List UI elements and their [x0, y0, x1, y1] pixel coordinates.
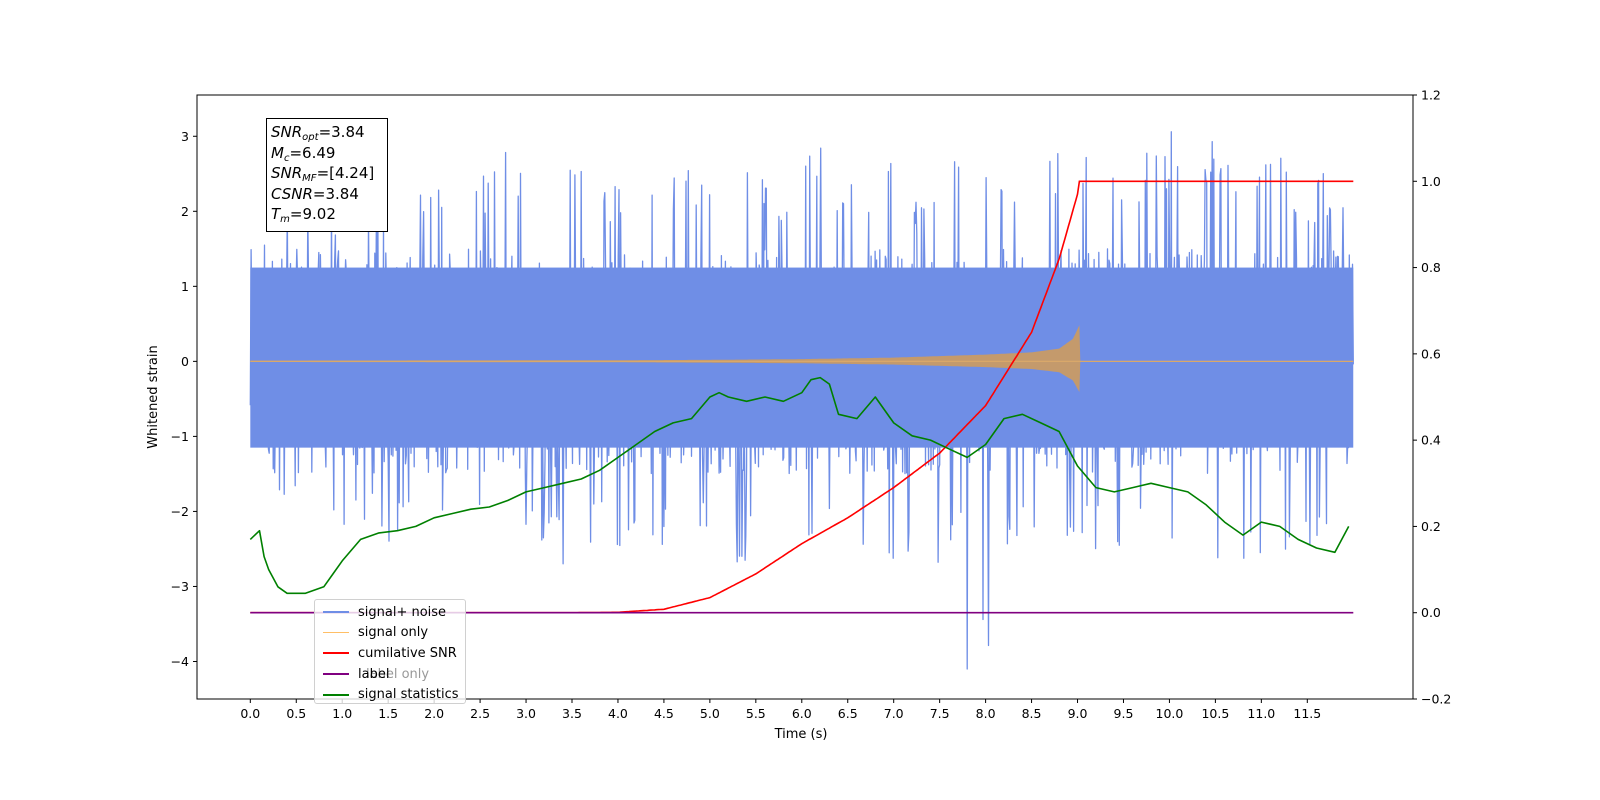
info-mc: Mc=6.49 [271, 143, 336, 164]
y-tick-label: 2 [181, 204, 189, 219]
y2-tick-label: 0.0 [1421, 605, 1441, 620]
plot-frame [196, 94, 1414, 700]
info-csnr: CSNR=3.84 [271, 184, 359, 203]
info-mc-value: 6.49 [302, 143, 336, 162]
legend-label-label-only: label only [366, 666, 430, 682]
legend-swatch-cumulative-snr [323, 652, 349, 655]
legend-swatch-signal-noise [323, 611, 349, 614]
x-tick-label: 4.0 [608, 706, 628, 721]
y-tick-label: −3 [171, 579, 189, 594]
legend-swatch-signal-only [323, 632, 349, 634]
info-snr-mf: SNRMF=[4.24] [271, 164, 375, 184]
legend-item-signal-statistics: signal statistics [323, 684, 465, 705]
legend-item-signal-noise: signal+ noise [323, 602, 465, 623]
info-tm-value: 9.02 [302, 205, 336, 223]
x-tick-label: 10.5 [1201, 706, 1229, 721]
x-tick-label: 7.0 [884, 706, 904, 721]
y-axis-left: 3 2 1 0 −1 −2 −3 −4 [171, 129, 197, 669]
y-axis-label: Whitened strain [146, 345, 161, 448]
x-tick-label: 0.0 [240, 706, 260, 721]
info-snr-mf-value: [4.24] [329, 164, 375, 182]
signal-noise-core [250, 267, 1354, 448]
snr-info-box: SNRopt=3.84 Mc=6.49 SNRMF=[4.24] CSNR=3.… [266, 118, 388, 232]
y-tick-label: −1 [171, 429, 189, 444]
x-tick-label: 8.0 [976, 706, 996, 721]
legend-label-signal-statistics: signal statistics [358, 687, 459, 703]
y-tick-label: 0 [181, 354, 189, 369]
y-tick-label: −2 [171, 504, 189, 519]
x-tick-label: 11.5 [1293, 706, 1321, 721]
signal-statistics-series [249, 376, 1350, 595]
y2-tick-label: 1.0 [1421, 174, 1441, 189]
y2-tick-label: 1.2 [1421, 88, 1441, 103]
x-axis: 0.0 0.5 1.0 1.5 2.0 2.5 3.0 3.5 4.0 4.5 5.0 5.5 6.0 6… [240, 699, 1321, 721]
legend: signal+ noise signal only cumilative SNR… [314, 599, 466, 704]
legend-item-label: label only label [323, 664, 465, 685]
info-snr-opt-value: 3.84 [331, 123, 365, 141]
legend-item-signal-only: signal only [323, 623, 465, 644]
x-tick-label: 2.0 [424, 706, 444, 721]
x-tick-label: 3.0 [516, 706, 536, 721]
legend-label-signal-only: signal only [358, 625, 429, 641]
x-tick-label: 5.5 [746, 706, 766, 721]
signal-statistics-line [249, 376, 1350, 595]
info-snr-opt: SNRopt=3.84 [271, 123, 365, 143]
info-tm: Tm=9.02 [271, 205, 336, 225]
signal-only-series [250, 325, 1354, 392]
y-tick-label: −4 [171, 654, 189, 669]
x-tick-label: 6.0 [792, 706, 812, 721]
info-csnr-value: 3.84 [325, 184, 359, 203]
x-tick-label: 6.5 [838, 706, 858, 721]
x-tick-label: 9.5 [1114, 706, 1134, 721]
y-tick-label: 3 [181, 129, 189, 144]
legend-label-cumulative-snr: cumilative SNR [358, 645, 457, 661]
y2-tick-label: 0.8 [1421, 260, 1441, 275]
x-tick-label: 11.0 [1247, 706, 1275, 721]
signal-only-chirp [250, 325, 1081, 392]
legend-swatch-label [323, 673, 349, 676]
x-tick-label: 2.5 [470, 706, 490, 721]
x-tick-label: 0.5 [286, 706, 306, 721]
legend-label-signal-noise: signal+ noise [358, 604, 447, 620]
x-tick-label: 3.5 [562, 706, 582, 721]
x-tick-label: 9.0 [1068, 706, 1088, 721]
y-axis-right: 1.2 1.0 0.8 0.6 0.4 0.2 0.0 −0.2 [1413, 88, 1451, 707]
x-tick-label: 8.5 [1022, 706, 1042, 721]
x-tick-label: 1.0 [332, 706, 352, 721]
y2-tick-label: 0.4 [1421, 433, 1441, 448]
x-tick-label: 5.0 [700, 706, 720, 721]
x-tick-label: 1.5 [378, 706, 398, 721]
legend-item-cumulative-snr: cumilative SNR [323, 643, 465, 664]
x-axis-label: Time (s) [774, 727, 828, 742]
x-tick-label: 4.5 [654, 706, 674, 721]
legend-label-label: label [358, 666, 390, 682]
x-tick-label: 10.0 [1156, 706, 1184, 721]
legend-swatch-signal-statistics [323, 693, 349, 696]
y2-tick-label: 0.6 [1421, 346, 1441, 361]
y2-tick-label: 0.2 [1421, 519, 1441, 534]
y-tick-label: 1 [181, 279, 189, 294]
x-tick-label: 7.5 [930, 706, 950, 721]
signal-noise-series [249, 131, 1354, 670]
y2-tick-label: −0.2 [1421, 692, 1451, 707]
